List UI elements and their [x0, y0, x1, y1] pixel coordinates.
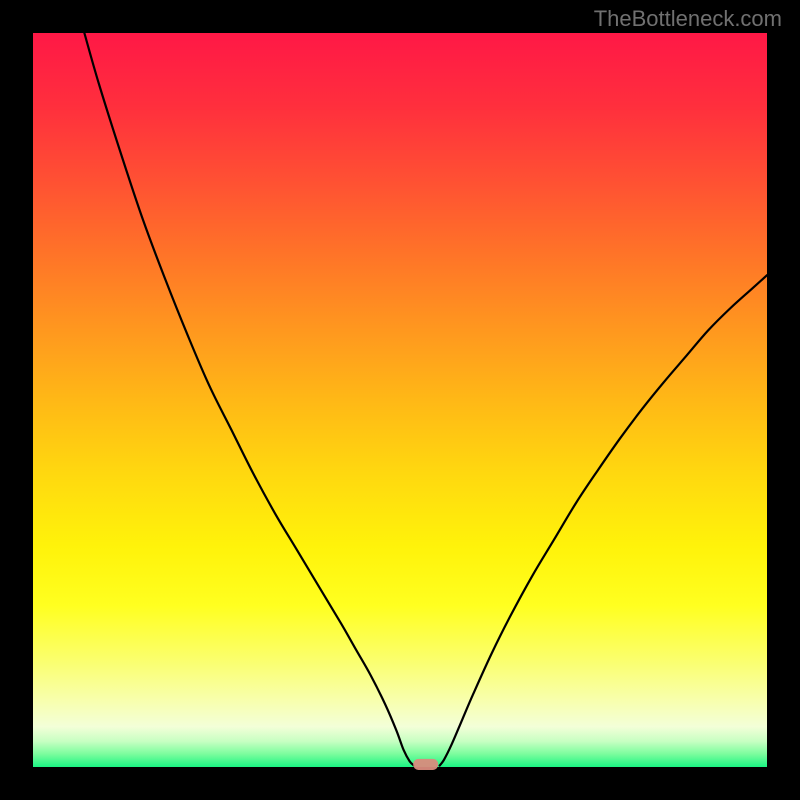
bottleneck-chart [0, 0, 800, 800]
watermark-text: TheBottleneck.com [594, 6, 782, 32]
bottleneck-marker [413, 759, 438, 770]
chart-container: TheBottleneck.com [0, 0, 800, 800]
plot-background [33, 33, 767, 767]
